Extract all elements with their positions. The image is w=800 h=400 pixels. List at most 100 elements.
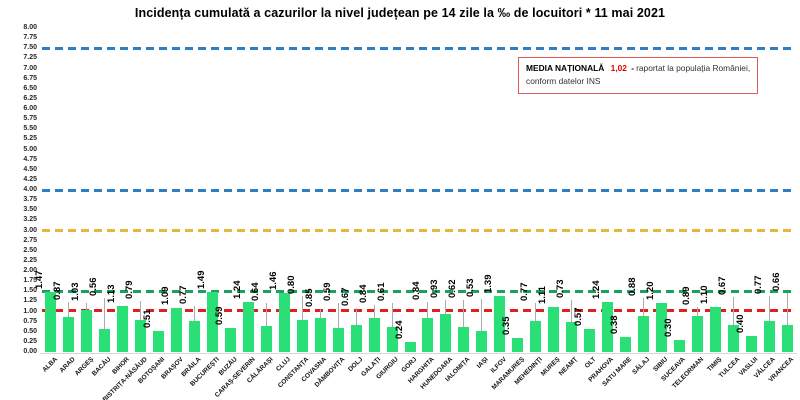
y-axis-tick-label: 4.50	[23, 165, 37, 173]
bar-value-label: 1.03	[70, 282, 82, 302]
bar-ialomița	[458, 326, 470, 352]
value-label-leader-line	[463, 299, 465, 327]
bar-maramureș	[512, 337, 524, 352]
bar-value-label: 1.49	[196, 270, 208, 289]
bar-value-label: 1.13	[106, 284, 118, 304]
bar-value-label: 0.64	[249, 282, 261, 302]
value-label-leader-line	[265, 303, 267, 327]
y-axis-tick-label: 1.75	[23, 277, 37, 285]
bar-value-label: 1.24	[231, 280, 243, 299]
value-label-leader-line	[373, 304, 375, 318]
y-axis-tick-label: 2.50	[23, 246, 37, 254]
bar-value-label: 0.84	[357, 284, 369, 303]
bar-gorj	[404, 342, 416, 352]
bar-value-label: 0.30	[662, 318, 674, 337]
bar-călărași	[260, 326, 272, 352]
reference-line-7_5	[42, 46, 796, 50]
y-axis-tick-label: 5.75	[23, 115, 37, 123]
bar-argeș	[81, 310, 93, 352]
x-axis-label-sălaj: SĂLAJ	[631, 356, 652, 377]
x-axis-label-iași: IAȘI	[475, 356, 490, 370]
value-label-leader-line	[786, 293, 788, 326]
bar-hunedoara	[440, 314, 452, 352]
y-axis-tick-label: 4.75	[23, 155, 37, 163]
bar-buzău	[225, 328, 236, 352]
bar-value-label: 0.80	[285, 275, 297, 294]
y-axis-tick-label: 5.00	[23, 145, 37, 153]
bar-value-label: 0.67	[716, 276, 728, 295]
bar-timiș	[709, 307, 721, 352]
value-label-leader-line	[140, 301, 142, 320]
bar-value-label: 0.40	[734, 314, 746, 333]
value-label-leader-line	[535, 302, 537, 321]
legend-label: MEDIA NAȚIONALĂ	[526, 63, 605, 73]
bar-value-label: 0.73	[555, 279, 567, 299]
bar-value-label: 0.38	[608, 315, 620, 334]
bar-value-label: 0.57	[573, 307, 585, 326]
bar-bucurești	[207, 291, 219, 352]
bar-prahova	[602, 301, 613, 352]
bar-value-label: 1.46	[267, 271, 279, 290]
bar-suceava	[673, 339, 685, 352]
value-label-leader-line	[732, 296, 734, 325]
bar-teleorman	[691, 315, 703, 352]
bar-arad	[63, 316, 75, 352]
x-axis-label-bacău: BACĂU	[91, 356, 113, 378]
value-label-leader-line	[391, 303, 393, 328]
value-label-leader-line	[319, 308, 321, 318]
legend-line-1: MEDIA NAȚIONALĂ 1,02 - raportat la popula…	[526, 62, 750, 75]
y-axis-tick-label: 8.00	[23, 24, 37, 31]
bar-alba	[45, 292, 57, 352]
value-label-leader-line	[301, 295, 303, 320]
bar-vâlcea	[763, 320, 775, 352]
y-axis-tick-label: 2.00	[23, 267, 37, 274]
y-axis-tick-label: 0.25	[23, 337, 37, 345]
bar-bistrița-năsăud	[135, 320, 147, 352]
y-axis-tick-label: 7.75	[23, 34, 37, 42]
bar-value-label: 0.89	[680, 286, 692, 305]
bar-bihor	[117, 306, 129, 352]
bar-value-label: 0.35	[501, 316, 513, 335]
bar-sibiu	[655, 303, 667, 352]
value-label-leader-line	[427, 301, 429, 318]
bar-mureș	[548, 307, 560, 352]
bar-sălaj	[637, 316, 649, 352]
legend-separator: -	[631, 63, 635, 73]
bar-iași	[476, 330, 488, 352]
y-axis-tick-label: 5.50	[23, 125, 37, 133]
y-axis-tick-label: 0.50	[23, 327, 37, 335]
y-axis-tick-label: 3.75	[23, 196, 37, 204]
y-axis-tick-label: 4.00	[23, 186, 37, 193]
value-label-leader-line	[68, 301, 70, 317]
bar-dâmbovița	[332, 328, 344, 352]
y-axis-tick-label: 2.25	[23, 256, 37, 264]
bar-botoșani	[153, 331, 165, 352]
x-axis-label-olt: OLT	[583, 356, 598, 370]
y-axis-tick-label: 6.00	[23, 105, 37, 112]
y-axis-tick-label: 6.75	[23, 74, 37, 82]
bar-value-label: 0.59	[321, 282, 333, 302]
bar-vrancea	[781, 325, 793, 352]
y-axis-tick-label: 3.50	[23, 206, 37, 214]
value-label-leader-line	[445, 300, 447, 315]
bar-value-label: 0.56	[88, 277, 100, 297]
bar-vaslui	[745, 335, 757, 352]
y-axis-tick-label: 3.00	[23, 226, 37, 234]
bar-value-label: 0.87	[52, 281, 64, 300]
y-axis-tick-label: 6.50	[23, 84, 37, 92]
bar-value-label: 0.51	[142, 309, 154, 329]
bar-constanța	[296, 319, 308, 352]
legend-text-line1: raportat la populația României,	[636, 63, 751, 73]
chart-title: Incidența cumulată a cazurilor la nivel …	[134, 6, 666, 20]
bar-value-label: 1.47	[34, 270, 46, 290]
legend-text-line2: conform datelor INS	[526, 76, 601, 87]
y-axis-tick-label: 1.00	[23, 307, 37, 315]
bar-value-label: 1.39	[483, 274, 495, 293]
y-axis-tick-label: 0.75	[23, 317, 37, 325]
bar-neamț	[566, 322, 578, 352]
y-axis-tick-label: 7.00	[23, 64, 37, 72]
x-axis-label-alba: ALBA	[41, 356, 59, 374]
bar-value-label: 0.66	[770, 272, 782, 292]
y-axis-tick-label: 2.75	[23, 236, 37, 244]
y-axis-tick-label: 7.50	[23, 44, 37, 52]
